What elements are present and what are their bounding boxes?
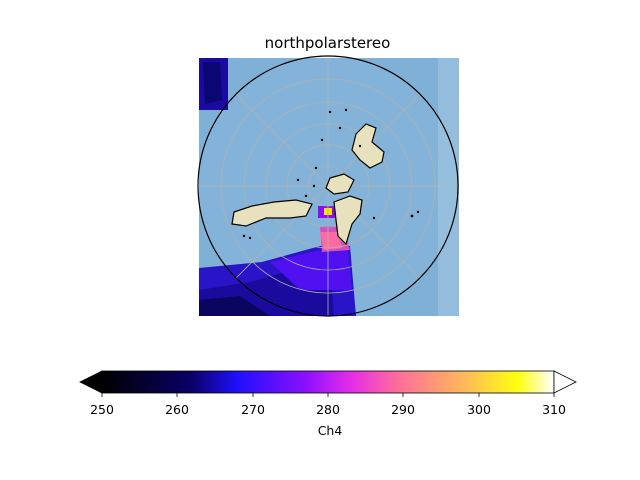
colorbar-extend-low [79, 370, 103, 394]
map-title: northpolarstereo [264, 34, 391, 52]
colorbar-tick-label: 300 [467, 402, 491, 417]
colorbar-ticks [101, 393, 555, 397]
colorbar-tick-label: 310 [542, 402, 566, 417]
map-panel [197, 55, 459, 317]
colorbar-tick-label: 280 [316, 402, 340, 417]
colorbar-tick-label: 260 [165, 402, 189, 417]
data-swath [199, 58, 356, 316]
eurasia-west [231, 199, 313, 227]
colorbar-gradient [101, 370, 555, 394]
colorbar-tick-label: 270 [241, 402, 265, 417]
canadian-arctic [325, 173, 355, 195]
islands [242, 108, 420, 240]
colorbar-tick-label: 250 [90, 402, 114, 417]
land-masses [231, 123, 385, 246]
colorbar-label: Ch4 [317, 423, 343, 438]
map-boundary [197, 55, 459, 317]
colorbar-tick-label: 290 [391, 402, 415, 417]
greenland [351, 123, 385, 169]
eurasia-east [333, 195, 363, 246]
colorbar-extend-high [553, 370, 577, 394]
